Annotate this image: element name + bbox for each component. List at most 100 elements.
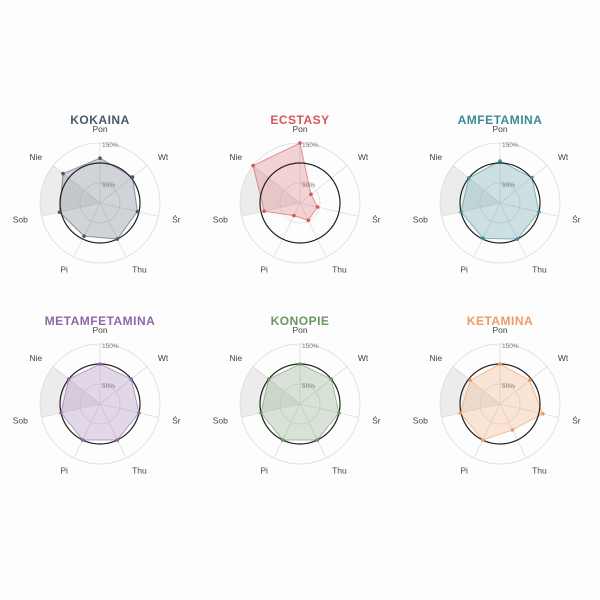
data-point-wt <box>309 192 313 197</box>
weekend-sector <box>240 165 300 217</box>
axis-label-pon: Pon <box>292 325 307 335</box>
axis-label-pon: Pon <box>292 124 307 134</box>
data-point-pi <box>481 236 485 241</box>
axis-label-sob: Sob <box>13 415 28 425</box>
data-point-wt <box>530 175 534 180</box>
data-point-pon <box>98 362 102 366</box>
axis-label-pi: Pi <box>460 466 468 476</box>
data-point-pon <box>298 362 302 366</box>
axis-label-thu: Thu <box>132 265 147 275</box>
axis-label-pi: Pi <box>260 466 268 476</box>
spoke-line <box>441 202 501 217</box>
axis-label-wt: Wt <box>158 353 169 363</box>
spoke-line <box>73 403 101 459</box>
axis-label-śr: Śr <box>172 414 181 425</box>
data-point-nie <box>61 171 65 176</box>
spoke-line <box>99 403 159 418</box>
axis-label-sob: Sob <box>413 415 428 425</box>
tick-label-50: 50% <box>102 182 115 189</box>
axis-label-thu: Thu <box>532 265 547 275</box>
chart-title: AMFETAMINA <box>457 113 543 127</box>
tick-label-150: 150% <box>502 142 519 149</box>
data-point-pi <box>480 438 485 442</box>
chart-title: KONOPIE <box>270 314 330 328</box>
axis-label-pi: Pi <box>60 265 68 275</box>
axis-label-thu: Thu <box>332 265 347 275</box>
radar-svg: 50% 150% Pon Wt Śr Thu Pi Sob Nie <box>13 124 181 275</box>
radar-svg: 50% 150% Pon Wt Śr Thu Pi Sob Nie <box>413 124 581 275</box>
axis-label-wt: Wt <box>358 353 369 363</box>
data-area <box>460 160 540 240</box>
data-point-thu <box>315 438 320 442</box>
axis-label-wt: Wt <box>558 353 569 363</box>
spoke-line <box>499 202 559 217</box>
data-point-sob <box>259 411 263 415</box>
data-point-nie <box>466 176 471 180</box>
spoke-line <box>299 165 348 204</box>
data-point-pon <box>498 362 502 366</box>
data-point-sob <box>57 210 62 215</box>
data-area <box>252 142 319 221</box>
axis-label-thu: Thu <box>332 466 347 476</box>
spoke-line <box>99 202 127 258</box>
data-point-nie <box>66 377 71 381</box>
tick-label-150: 150% <box>302 142 319 149</box>
data-point-śr <box>541 411 545 416</box>
spoke-line <box>499 366 548 405</box>
data-point-pi <box>82 234 86 238</box>
radar-panel: AMFETAMINA 50% 150% Pon Wt Śr Thu Pi Sob Nie <box>410 113 590 303</box>
weekend-sector <box>440 366 500 418</box>
data-point-śr <box>137 411 141 415</box>
spoke-line <box>41 202 101 217</box>
data-area <box>260 363 340 441</box>
spoke-line <box>99 202 159 217</box>
data-point-wt <box>130 175 135 179</box>
baseline-circle <box>59 162 141 244</box>
data-point-sob <box>459 210 463 214</box>
spoke-line <box>299 202 327 258</box>
axis-label-śr: Śr <box>372 414 381 425</box>
axis-label-thu: Thu <box>532 466 547 476</box>
radar-svg: 50% 150% Pon Wt Śr Thu Pi Sob Nie <box>13 325 181 476</box>
spoke-line <box>299 202 359 217</box>
data-point-sob <box>262 209 266 213</box>
axis-label-wt: Wt <box>358 152 369 162</box>
spoke-line <box>41 403 101 418</box>
spoke-line <box>241 403 301 418</box>
spoke-line <box>52 366 101 405</box>
axis-label-śr: Śr <box>572 213 581 224</box>
data-point-śr <box>135 209 140 214</box>
data-point-pon <box>98 156 102 160</box>
axis-label-pon: Pon <box>92 124 107 134</box>
axis-label-wt: Wt <box>158 152 169 162</box>
weekend-sector <box>240 366 300 418</box>
tick-label-50: 50% <box>302 182 315 189</box>
tick-label-50: 50% <box>502 383 515 390</box>
spoke-line <box>99 366 148 405</box>
axis-label-nie: Nie <box>229 152 242 162</box>
spoke-line <box>299 403 359 418</box>
baseline-circle <box>259 162 341 244</box>
data-point-pon <box>498 159 502 163</box>
data-point-sob <box>458 411 463 415</box>
axis-label-nie: Nie <box>29 353 42 363</box>
spoke-line <box>73 202 101 258</box>
axis-label-pi: Pi <box>260 265 268 275</box>
axis-label-pi: Pi <box>60 466 68 476</box>
data-point-sob <box>59 411 63 415</box>
axis-label-śr: Śr <box>572 414 581 425</box>
tick-label-150: 150% <box>302 343 319 350</box>
data-point-śr <box>337 411 341 415</box>
data-area <box>58 157 138 240</box>
axis-label-pon: Pon <box>492 124 507 134</box>
spoke-line <box>241 202 301 217</box>
axis-label-śr: Śr <box>372 213 381 224</box>
spoke-line <box>452 165 501 204</box>
tick-label-150: 150% <box>102 343 119 350</box>
spoke-line <box>273 202 301 258</box>
data-point-nie <box>266 377 271 381</box>
data-point-thu <box>515 237 520 241</box>
data-point-wt <box>527 378 532 383</box>
data-point-wt <box>329 377 334 381</box>
